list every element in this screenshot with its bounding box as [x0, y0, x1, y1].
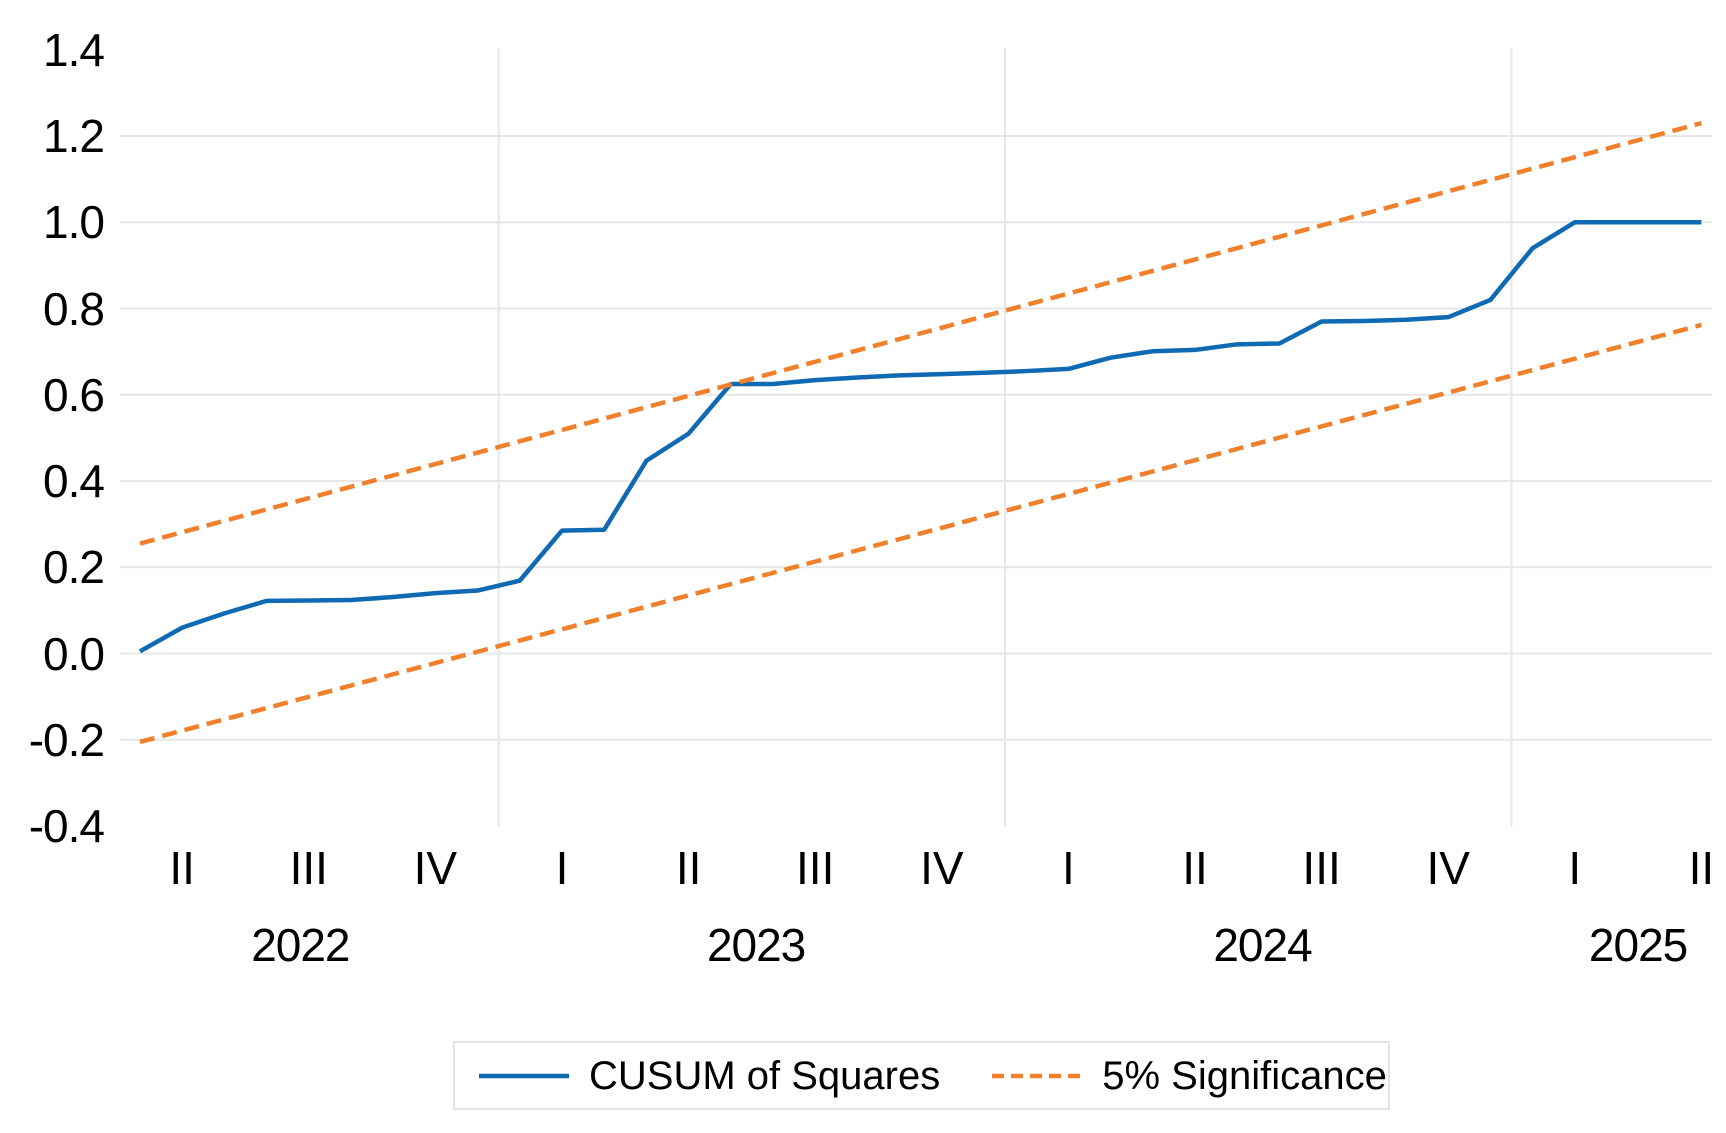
y-tick-label: -0.4	[28, 799, 105, 852]
cusum-line-swatch-icon	[479, 1073, 569, 1078]
legend: CUSUM of Squares 5% Significance	[453, 1041, 1390, 1110]
y-tick-label: 1.0	[43, 196, 105, 249]
y-tick-label: 0.2	[43, 541, 105, 594]
x-year-label: 2025	[1588, 919, 1688, 971]
x-quarter-label: I	[555, 842, 569, 894]
cusum-of-squares-line	[138, 220, 1702, 654]
legend-item-cusum: CUSUM of Squares	[479, 1056, 940, 1096]
x-quarter-label: II	[169, 842, 195, 894]
significance-line-swatch-icon	[992, 1073, 1083, 1078]
x-quarter-label: I	[1062, 842, 1075, 894]
y-tick-label: -0.2	[28, 713, 105, 766]
x-quarter-label: II	[1182, 842, 1208, 894]
x-quarter-label: IV	[1426, 842, 1470, 894]
x-quarter-label: IV	[413, 842, 458, 894]
x-quarter-label: III	[289, 842, 328, 894]
x-quarter-label: III	[1302, 842, 1341, 894]
y-tick-label: 0.8	[43, 282, 105, 335]
x-year-label: 2024	[1213, 919, 1312, 971]
x-year-label: 2023	[706, 919, 806, 971]
y-tick-label: 0.4	[43, 455, 105, 508]
y-tick-label: 0.6	[43, 368, 105, 421]
y-tick-label: 0.0	[43, 627, 105, 680]
significance-bound-line	[139, 120, 1702, 546]
x-quarter-label: III	[796, 842, 835, 894]
x-quarter-label: IV	[920, 842, 964, 894]
legend-item-significance: 5% Significance	[992, 1056, 1387, 1096]
legend-label-significance: 5% Significance	[1102, 1053, 1387, 1098]
x-quarter-label: II	[1688, 842, 1715, 894]
x-quarter-label: II	[675, 842, 702, 894]
x-year-label: 2022	[251, 919, 350, 971]
legend-label-cusum: CUSUM of Squares	[589, 1053, 941, 1098]
y-tick-label: 1.2	[43, 110, 105, 163]
y-tick-label: 1.4	[43, 23, 105, 76]
significance-bound-line	[139, 322, 1702, 745]
x-quarter-label: I	[1568, 842, 1582, 894]
